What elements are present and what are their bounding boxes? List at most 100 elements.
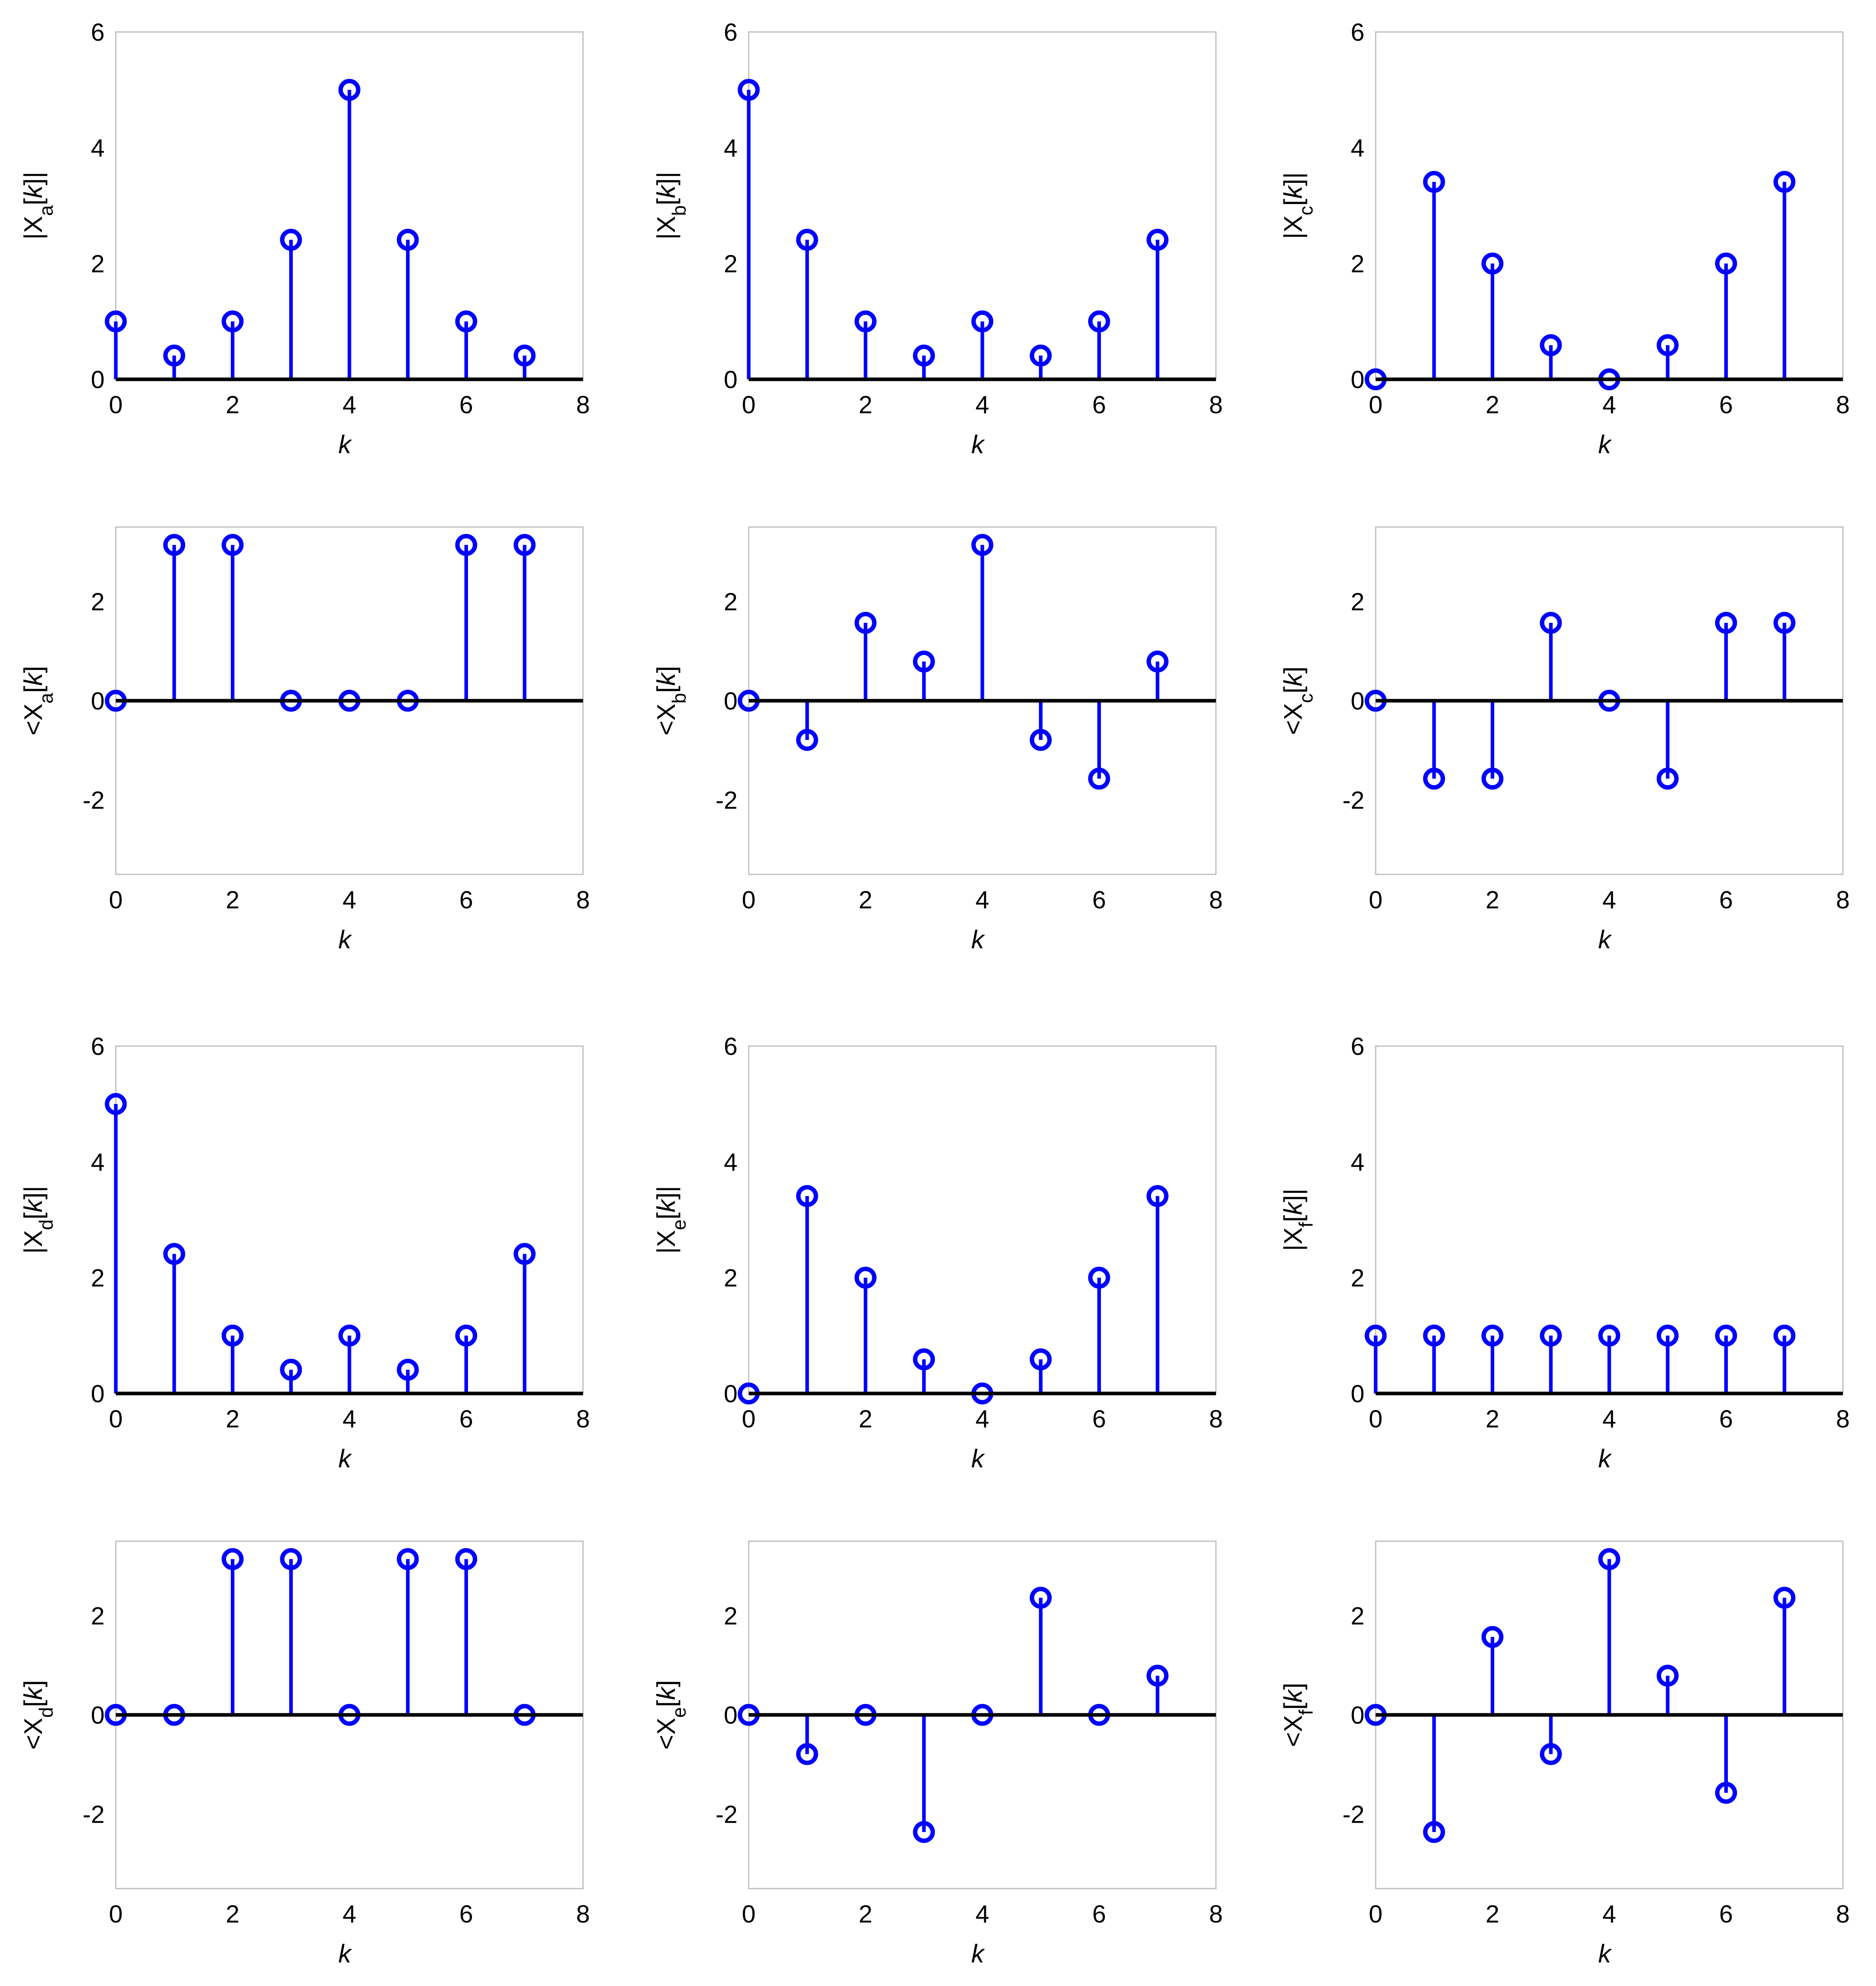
y-tick-label: 2 <box>1351 1602 1364 1630</box>
x-tick-label: 6 <box>1719 1901 1733 1928</box>
stem-marker <box>1423 1324 1445 1347</box>
x-tick-label: 0 <box>742 886 756 914</box>
y-tick-label: -2 <box>716 1801 738 1829</box>
x-tick-label: 6 <box>1092 391 1106 419</box>
subplot-mag-c: 0 2 4 6 8 0 2 4 6 k |Xc[k]| <box>1279 19 1850 459</box>
stem-marker <box>163 1243 185 1265</box>
stem-marker <box>1088 1267 1110 1289</box>
x-axis-label: k <box>971 1444 985 1473</box>
x-tick-label: 8 <box>576 886 590 914</box>
x-tick-label: 4 <box>343 886 356 914</box>
stem-marker <box>1598 1324 1620 1347</box>
stem-marker <box>913 1348 935 1370</box>
stem-marker <box>1773 1324 1796 1347</box>
stem-marker <box>105 310 127 333</box>
y-tick-label: 0 <box>724 688 738 715</box>
stem-marker <box>913 345 935 367</box>
stem-marker <box>455 1324 477 1347</box>
stem-marker <box>1715 1782 1737 1804</box>
stem-marker <box>1656 1665 1679 1687</box>
stem-marker <box>222 1324 244 1347</box>
x-tick-label: 6 <box>459 1901 473 1928</box>
x-tick-label: 0 <box>1369 391 1382 419</box>
y-tick-label: 4 <box>724 135 738 162</box>
x-tick-label: 2 <box>859 391 872 419</box>
x-tick-label: 6 <box>1092 1405 1106 1433</box>
x-tick-label: 0 <box>109 391 123 419</box>
y-tick-label: 2 <box>724 1265 738 1292</box>
y-tick-label: 4 <box>724 1149 738 1176</box>
x-tick-label: 8 <box>576 1405 590 1433</box>
y-tick-label: 2 <box>91 1602 105 1630</box>
x-tick-label: 4 <box>1602 1901 1616 1928</box>
y-tick-label: -2 <box>83 787 105 815</box>
y-axis-label: |Xc[k]| <box>1279 172 1317 239</box>
x-tick-label: 6 <box>1092 886 1106 914</box>
x-tick-label: 8 <box>576 1901 590 1928</box>
x-axis-label: k <box>1598 925 1612 954</box>
y-tick-label: -2 <box>1343 787 1364 815</box>
stem-marker <box>222 1548 244 1570</box>
stem-marker <box>514 534 536 556</box>
y-tick-label: 0 <box>91 1380 105 1408</box>
stem-marker <box>163 345 185 367</box>
stem-marker <box>397 229 419 251</box>
x-tick-label: 4 <box>976 886 989 914</box>
x-tick-label: 8 <box>1836 1405 1850 1433</box>
x-tick-label: 4 <box>976 391 989 419</box>
stem-marker <box>222 534 244 556</box>
x-axis-label: k <box>338 430 352 459</box>
stem-marker <box>338 79 361 101</box>
stem-marker <box>1029 729 1052 751</box>
subplot-mag-b: 0 2 4 6 8 0 2 4 6 k |Xb[k]| <box>652 19 1223 459</box>
stem-marker <box>1481 1626 1503 1648</box>
subplot-mag-a: 0 2 4 6 8 0 2 4 6 k |Xa[k]| <box>19 19 590 459</box>
x-tick-label: 8 <box>1209 886 1223 914</box>
x-tick-label: 2 <box>226 391 239 419</box>
x-tick-label: 8 <box>1836 886 1850 914</box>
stem-marker <box>1773 1587 1796 1609</box>
stem-marker <box>796 1185 818 1207</box>
stem-marker <box>280 1359 302 1381</box>
x-axis-label: k <box>971 430 985 459</box>
x-tick-label: 4 <box>976 1405 989 1433</box>
stem-marker <box>1423 171 1445 193</box>
x-axis-label: k <box>338 1939 352 1968</box>
stem-marker <box>1481 252 1503 275</box>
x-tick-label: 0 <box>1369 1405 1382 1433</box>
stem-marker <box>280 229 302 251</box>
stem-marker <box>105 1093 127 1115</box>
stem-marker <box>280 1548 302 1570</box>
x-tick-label: 8 <box>1836 391 1850 419</box>
x-axis-label: k <box>1598 430 1612 459</box>
stem-marker <box>971 310 994 333</box>
x-tick-label: 0 <box>1369 886 1382 914</box>
y-tick-label: 2 <box>724 1602 738 1630</box>
stem-marker <box>222 310 244 333</box>
y-tick-label: 6 <box>1351 1033 1364 1060</box>
x-tick-label: 4 <box>343 1405 356 1433</box>
y-axis-label: <Xc[k] <box>1279 666 1317 735</box>
y-tick-label: 4 <box>91 135 105 162</box>
y-tick-label: 4 <box>91 1149 105 1176</box>
x-tick-label: 6 <box>1719 391 1733 419</box>
stem-marker <box>1088 310 1110 333</box>
subplot-phase-f: 0 2 4 6 8 -2 0 2 k <Xf[k] <box>1279 1540 1850 1968</box>
stem-marker <box>913 1821 935 1843</box>
y-tick-label: 4 <box>1351 1149 1364 1176</box>
x-tick-label: 4 <box>1602 1405 1616 1433</box>
stem-marker <box>1540 612 1562 634</box>
stem-marker <box>1481 1324 1503 1347</box>
x-tick-label: 2 <box>859 1405 872 1433</box>
y-tick-label: 0 <box>1351 366 1364 394</box>
x-tick-label: 6 <box>459 886 473 914</box>
stem-marker <box>1715 1324 1737 1347</box>
x-tick-label: 8 <box>576 391 590 419</box>
stem-marker <box>1481 767 1503 790</box>
stem-marker <box>1715 252 1737 275</box>
stem-marker <box>338 1324 361 1347</box>
stem-marker <box>855 612 877 634</box>
y-axis-label: <Xe[k] <box>652 1680 690 1750</box>
x-tick-label: 8 <box>1836 1901 1850 1928</box>
stem-marker <box>455 310 477 333</box>
